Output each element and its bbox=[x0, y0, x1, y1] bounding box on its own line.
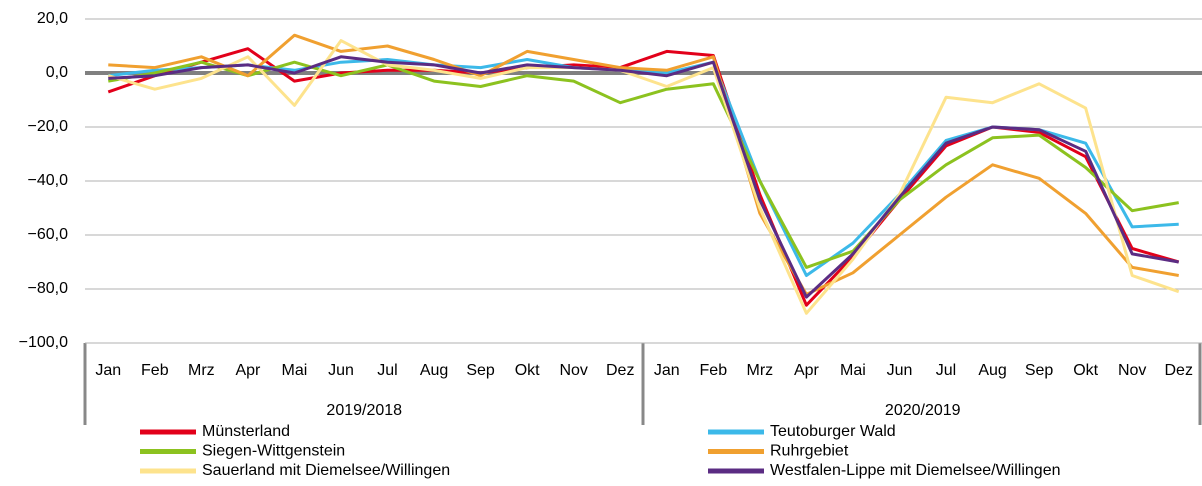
legend-label: Ruhrgebiet bbox=[770, 443, 849, 460]
y-tick-label: 20,0 bbox=[37, 10, 68, 27]
x-tick-label: Mrz bbox=[188, 362, 215, 379]
legend-label: Westfalen-Lippe mit Diemelsee/Willingen bbox=[770, 462, 1061, 479]
x-tick-label: Feb bbox=[141, 362, 169, 379]
x-tick-label: Okt bbox=[1073, 362, 1098, 379]
x-tick-label: Feb bbox=[700, 362, 728, 379]
x-tick-label: Jun bbox=[328, 362, 354, 379]
y-tick-label: −80,0 bbox=[28, 280, 69, 297]
y-tick-label: −60,0 bbox=[28, 226, 69, 243]
x-tick-label: Jan bbox=[654, 362, 680, 379]
x-tick-label: Sep bbox=[1025, 362, 1054, 379]
x-tick-label: Nov bbox=[559, 362, 587, 379]
x-tick-label: Aug bbox=[978, 362, 1006, 379]
y-tick-label: −40,0 bbox=[28, 172, 69, 189]
x-tick-label: Apr bbox=[794, 362, 820, 379]
x-tick-label: Nov bbox=[1118, 362, 1146, 379]
y-tick-label: −100,0 bbox=[19, 334, 68, 351]
x-tick-label: Mai bbox=[282, 362, 308, 379]
legend-label: Siegen-Wittgenstein bbox=[202, 443, 345, 460]
x-tick-label: Dez bbox=[1165, 362, 1193, 379]
group-separators bbox=[83, 343, 1202, 425]
x-tick-label: Jul bbox=[936, 362, 956, 379]
x-tick-label: Mai bbox=[840, 362, 866, 379]
series-line bbox=[108, 60, 1179, 269]
x-tick-label: Aug bbox=[420, 362, 448, 379]
y-tick-label: 0,0 bbox=[46, 64, 68, 81]
group-label: 2020/2019 bbox=[885, 402, 961, 419]
legend-label: Teutoburger Wald bbox=[770, 423, 896, 440]
x-tick-label: Dez bbox=[606, 362, 634, 379]
series-line bbox=[107, 47, 1180, 307]
x-tick-label: Apr bbox=[235, 362, 261, 379]
x-tick-label: Jan bbox=[95, 362, 121, 379]
x-tick-label: Okt bbox=[515, 362, 540, 379]
x-tick-label: Mrz bbox=[747, 362, 774, 379]
legend-label: Sauerland mit Diemelsee/Willingen bbox=[202, 462, 450, 479]
x-tick-label: Sep bbox=[466, 362, 495, 379]
series-line bbox=[107, 39, 1180, 315]
group-label: 2019/2018 bbox=[326, 402, 402, 419]
series-line bbox=[108, 33, 1179, 296]
y-tick-label: −20,0 bbox=[28, 118, 69, 135]
legend-label: Münsterland bbox=[202, 423, 290, 440]
x-tick-label: Jul bbox=[377, 362, 397, 379]
series-line bbox=[108, 55, 1179, 299]
x-tick-label: Jun bbox=[887, 362, 913, 379]
